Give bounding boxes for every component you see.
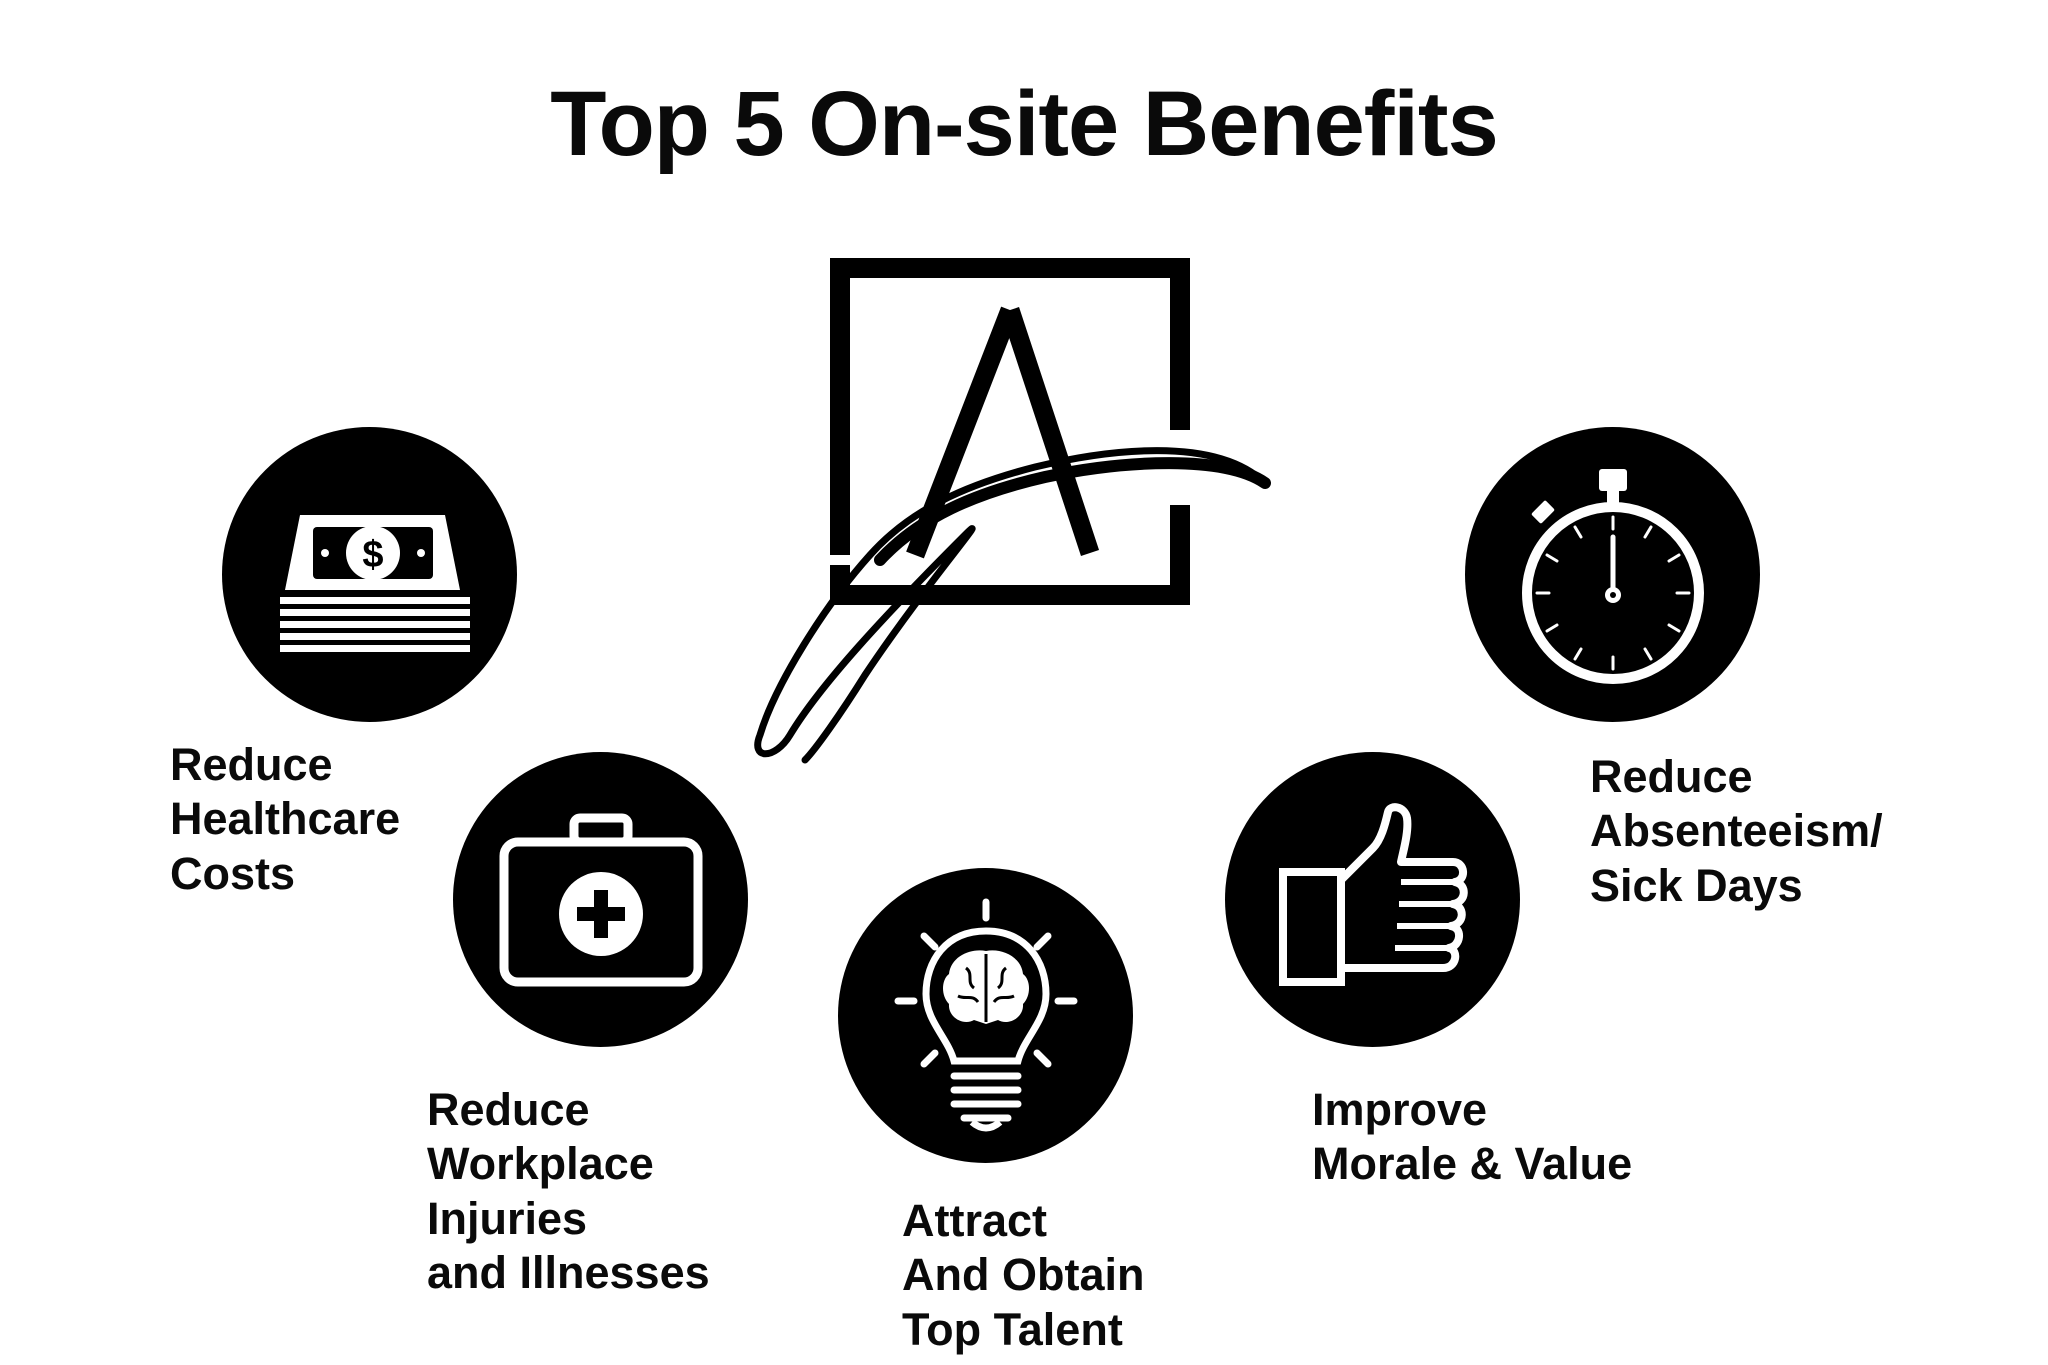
benefit-label-healthcare: Reduce Healthcare Costs — [170, 738, 400, 901]
stopwatch-icon — [1513, 465, 1713, 685]
benefit-label-line: Improve — [1312, 1084, 1488, 1135]
benefit-label-line: and Illnesses — [427, 1247, 710, 1299]
benefit-label-line: Healthcare — [170, 793, 401, 845]
thumbs-up-icon — [1273, 800, 1473, 1000]
benefit-icon-circle-morale — [1225, 752, 1520, 1047]
benefit-label-line: Morale & Value — [1312, 1138, 1633, 1190]
benefit-label-line: Workplace — [427, 1138, 654, 1190]
benefit-label-line: Attract — [902, 1195, 1048, 1246]
benefit-label-line: And Obtain — [902, 1249, 1145, 1301]
benefit-icon-circle-talent — [838, 868, 1133, 1163]
benefit-icon-circle-absenteeism — [1465, 427, 1760, 722]
benefit-label-line: Top Talent — [902, 1303, 1123, 1355]
money-stack-icon: $ — [265, 495, 475, 655]
benefit-label-injuries: Reduce Workplace Injuries and Illnesses — [427, 1083, 710, 1301]
lightbulb-brain-icon — [886, 896, 1086, 1136]
svg-text:$: $ — [362, 534, 383, 576]
benefit-label-line: Reduce — [427, 1084, 590, 1135]
benefit-label-line: Reduce — [170, 739, 333, 790]
first-aid-kit-icon — [496, 810, 706, 990]
benefit-label-absenteeism: Reduce Absenteeism/ Sick Days — [1590, 750, 1883, 913]
benefit-label-line: Costs — [170, 847, 296, 899]
benefit-icon-circle-injuries — [453, 752, 748, 1047]
benefit-icon-circle-healthcare: $ — [222, 427, 517, 722]
script-a-logo-icon — [745, 255, 1285, 765]
benefit-label-line: Absenteeism/ — [1590, 805, 1883, 857]
benefit-label-line: Sick Days — [1590, 859, 1803, 911]
benefit-label-talent: Attract And Obtain Top Talent — [902, 1194, 1144, 1357]
page-title: Top 5 On-site Benefits — [550, 73, 1499, 175]
benefit-label-line: Injuries — [427, 1192, 588, 1244]
benefit-label-morale: Improve Morale & Value — [1312, 1083, 1632, 1192]
benefit-label-line: Reduce — [1590, 751, 1753, 802]
